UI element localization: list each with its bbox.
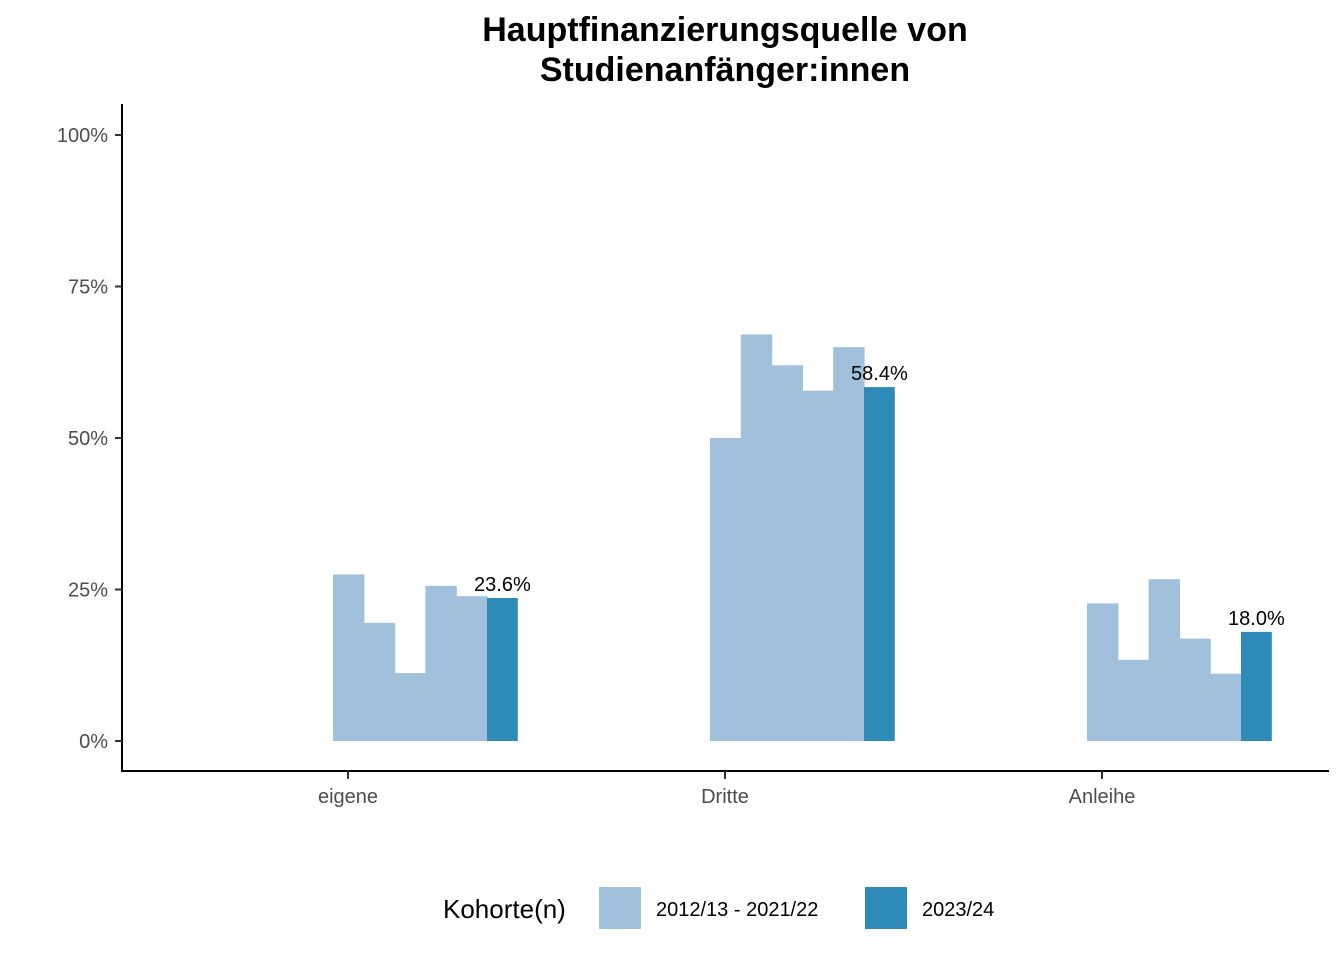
data-label-anleihe: 18.0% (1228, 608, 1285, 630)
bar-anleihe-history-2 (1117, 659, 1150, 741)
legend-label-history: 2012/13 - 2021/22 (656, 899, 818, 921)
bar-dritte-history-4 (802, 390, 834, 741)
bars-layer (333, 334, 1272, 741)
y-tick-label-75: 75% (68, 277, 108, 299)
bar-anleihe-current (1241, 631, 1272, 741)
data-labels-layer: 23.6% 58.4% 18.0% (474, 363, 1285, 630)
x-tick-label-anleihe: Anleihe (1069, 786, 1136, 808)
legend-swatch-current (865, 887, 907, 929)
bar-dritte-history-5 (833, 347, 865, 741)
x-tick-label-eigene: eigene (318, 786, 378, 808)
y-tick-label-0: 0% (79, 731, 108, 753)
chart-title-line-1: Hauptfinanzierungsquelle von (482, 11, 967, 49)
bar-eigene-history-1 (333, 574, 365, 741)
legend: Kohorte(n) 2012/13 - 2021/22 2023/24 (443, 887, 994, 929)
bar-eigene-history-4 (425, 585, 457, 741)
legend-swatch-history (599, 887, 641, 929)
bar-eigene-history-2 (363, 622, 396, 741)
data-label-eigene: 23.6% (474, 574, 531, 596)
data-label-dritte: 58.4% (851, 363, 908, 385)
bar-dritte-current (864, 387, 895, 741)
chart-title-line-2: Studienanfänger:innen (540, 51, 910, 89)
bar-anleihe-history-1 (1087, 603, 1119, 741)
legend-label-current: 2023/24 (922, 899, 994, 921)
bar-eigene-current (487, 598, 518, 741)
bar-dritte-history-1 (710, 438, 742, 741)
x-axis-ticks: eigene Dritte Anleihe (318, 771, 1135, 808)
bar-eigene-history-3 (394, 673, 426, 741)
bar-dritte-history-2 (740, 334, 773, 741)
bar-anleihe-history-5 (1210, 673, 1242, 741)
y-tick-label-50: 50% (68, 428, 108, 450)
legend-title: Kohorte(n) (443, 894, 566, 924)
y-tick-label-25: 25% (68, 580, 108, 602)
bar-dritte-history-3 (771, 365, 803, 741)
bar-anleihe-history-4 (1179, 638, 1211, 741)
bar-anleihe-history-3 (1148, 579, 1180, 741)
y-axis-ticks: 0% 25% 50% 75% 100% (57, 125, 122, 753)
y-tick-label-100: 100% (57, 125, 108, 147)
bar-eigene-history-5 (456, 596, 488, 741)
x-tick-label-dritte: Dritte (701, 786, 749, 808)
